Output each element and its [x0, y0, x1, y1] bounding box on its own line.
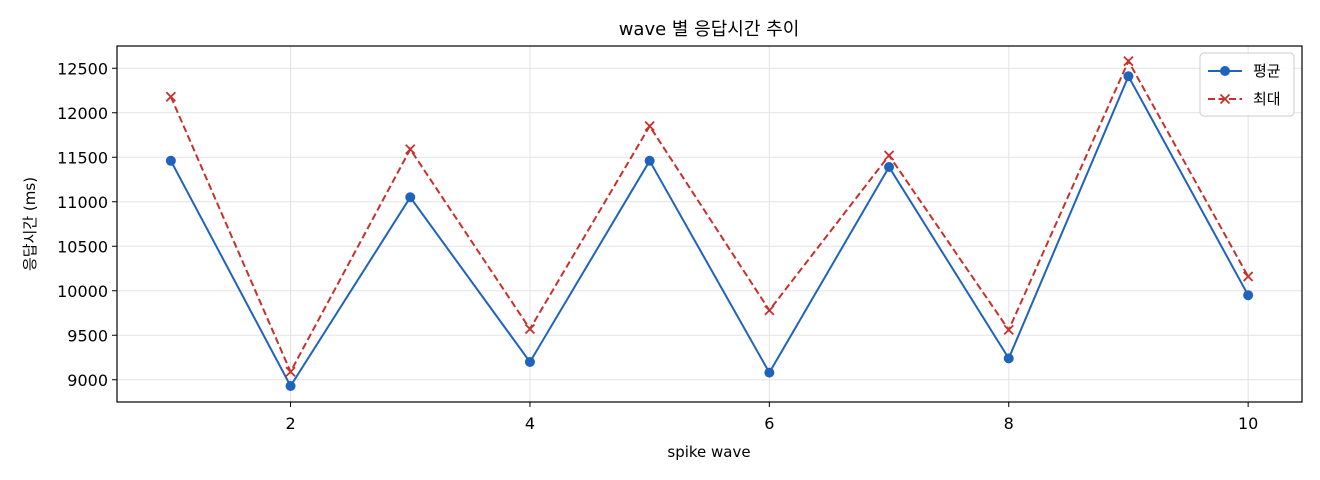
y-axis: 9000 9500 10000 10500 11000 11500 12000 12500	[57, 59, 117, 390]
y-tick-label: 11500	[57, 148, 108, 167]
x-tick-label: 8	[1004, 414, 1014, 433]
data-point	[764, 367, 775, 378]
legend-label: 평균	[1253, 62, 1281, 80]
y-tick-label: 9000	[67, 371, 108, 390]
y-tick-label: 11000	[57, 193, 108, 212]
x-axis: 2 4 6 8 10	[285, 402, 1258, 433]
data-point	[884, 162, 895, 173]
data-point	[1123, 71, 1134, 82]
data-point	[285, 366, 296, 377]
chart-title: wave 별 응답시간 추이	[619, 19, 800, 40]
data-point	[405, 192, 416, 203]
x-tick-label: 6	[764, 414, 774, 433]
data-point	[644, 155, 655, 166]
y-tick-label: 12000	[57, 104, 108, 123]
legend-item: 평균	[1208, 62, 1281, 80]
plot-frame	[116, 45, 1303, 403]
series-line	[169, 73, 1250, 388]
series-max	[165, 55, 1254, 377]
data-point	[524, 323, 536, 335]
series-layer	[165, 55, 1254, 391]
legend-label: 최대	[1253, 90, 1281, 108]
data-point	[1242, 271, 1254, 282]
data-point	[405, 144, 416, 155]
data-point	[165, 155, 176, 166]
series-mean	[165, 71, 1254, 391]
x-axis-label: spike wave	[667, 443, 750, 461]
data-point	[764, 305, 775, 316]
y-tick-label: 9500	[67, 326, 108, 345]
x-tick-label: 10	[1238, 414, 1258, 433]
legend-item: 최대	[1208, 90, 1281, 108]
y-tick-label: 12500	[57, 59, 108, 78]
data-point	[1123, 55, 1134, 67]
data-point	[883, 150, 895, 161]
data-point	[165, 91, 177, 102]
data-point	[1003, 353, 1014, 364]
data-point	[1243, 290, 1254, 301]
series-line	[169, 58, 1250, 375]
grid-lines	[117, 46, 1302, 402]
legend-marker	[1220, 66, 1230, 76]
y-tick-label: 10000	[57, 282, 108, 301]
data-point	[524, 356, 535, 367]
x-tick-label: 2	[285, 414, 295, 433]
legend-marker	[1219, 93, 1231, 105]
data-point	[644, 120, 655, 132]
y-tick-label: 10500	[57, 237, 108, 256]
y-axis-label: 응답시간 (ms)	[21, 177, 39, 271]
data-point	[285, 380, 296, 391]
data-point	[1003, 324, 1014, 336]
x-tick-label: 4	[525, 414, 535, 433]
